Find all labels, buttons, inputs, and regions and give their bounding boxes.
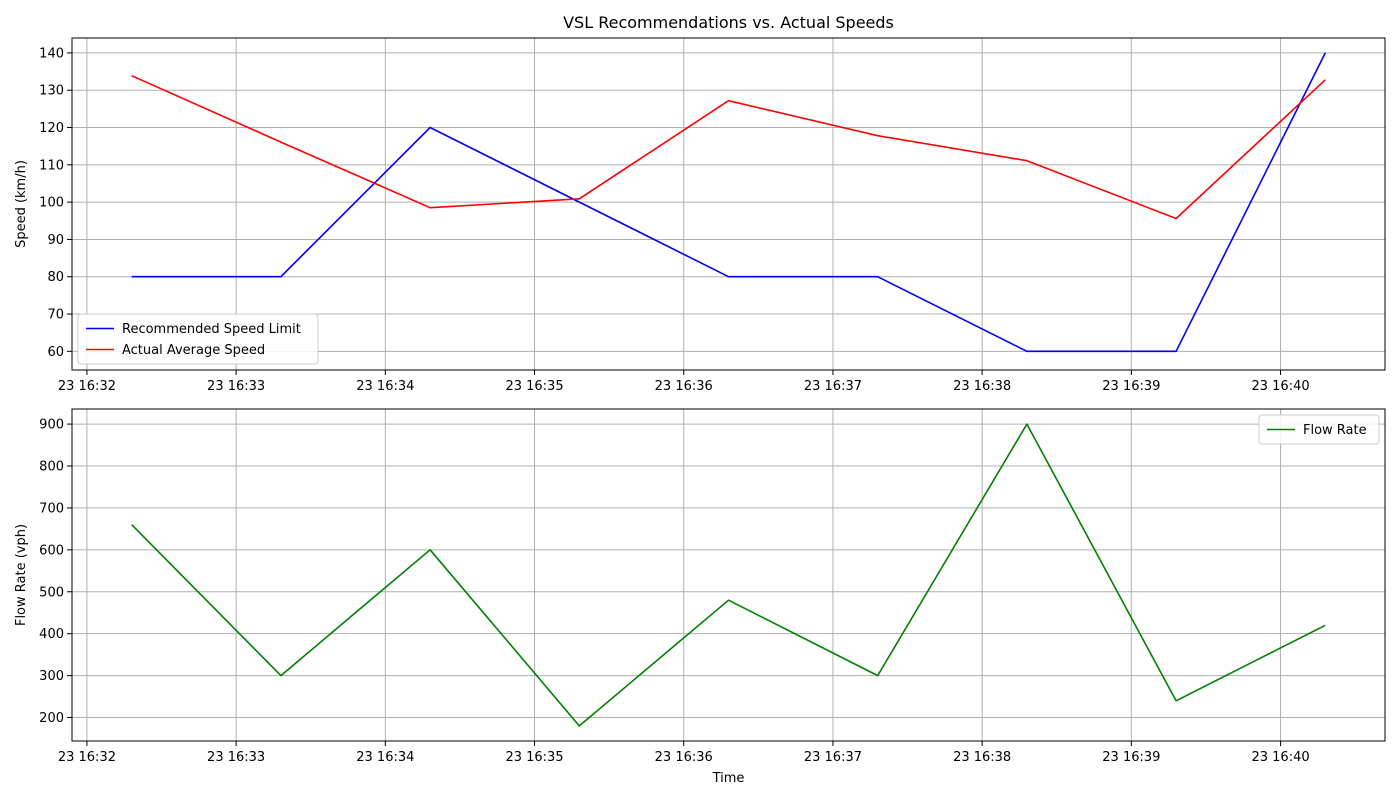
legend: Recommended Speed Limit Actual Average Sp… (77, 313, 319, 365)
y-tick-label: 600 (39, 543, 64, 558)
y-tick-label: 140 (39, 46, 64, 61)
x-tick-label: 23 16:37 (804, 750, 862, 765)
y-tick-label: 400 (39, 627, 64, 642)
chart-title: VSL Recommendations vs. Actual Speeds (563, 13, 894, 32)
y-tick-label: 900 (39, 418, 64, 433)
x-tick-label: 23 16:39 (1102, 750, 1160, 765)
x-tick-label: 23 16:34 (356, 379, 414, 394)
y-tick-label: 300 (39, 669, 64, 684)
x-tick-label: 23 16:39 (1102, 379, 1160, 394)
speed-chart-panel: 23 16:32 23 16:33 23 16:34 23 16:35 23 16:36… (14, 13, 1386, 394)
plot-frame (71, 408, 1386, 742)
legend-label-2: Actual Average Speed (122, 343, 265, 358)
y-tick-label: 500 (39, 585, 64, 600)
x-tick-label: 23 16:32 (58, 379, 116, 394)
y-tick-label: 100 (39, 196, 64, 211)
x-tick-label: 23 16:33 (207, 750, 265, 765)
x-tick-label: 23 16:37 (804, 379, 862, 394)
y-axis-label: Speed (km/h) (14, 160, 29, 248)
series-line-1 (131, 423, 1326, 727)
y-tick-label: 130 (39, 84, 64, 99)
y-tick-label: 80 (47, 270, 64, 285)
y-tick-label: 700 (39, 501, 64, 516)
legend-box (1258, 414, 1380, 445)
x-tick-label: 23 16:35 (505, 379, 563, 394)
x-tick-label: 23 16:40 (1251, 750, 1309, 765)
y-tick-label: 120 (39, 121, 64, 136)
x-tick-label: 23 16:40 (1251, 379, 1309, 394)
x-tick-label: 23 16:36 (655, 379, 713, 394)
legend-label-1: Recommended Speed Limit (122, 322, 301, 337)
y-axis-label: Flow Rate (vph) (14, 524, 29, 626)
y-tick-label: 90 (47, 233, 64, 248)
series-line-1 (131, 52, 1327, 353)
y-tick-label: 200 (39, 711, 64, 726)
x-tick-label: 23 16:38 (953, 750, 1011, 765)
x-tick-label: 23 16:33 (207, 379, 265, 394)
x-tick-label: 23 16:32 (58, 750, 116, 765)
y-tick-label: 70 (47, 308, 64, 323)
y-tick-label: 110 (39, 158, 64, 173)
legend-label-1: Flow Rate (1303, 423, 1367, 438)
legend-box (77, 313, 319, 365)
x-tick-label: 23 16:35 (505, 750, 563, 765)
legend: Flow Rate (1258, 414, 1380, 445)
y-tick-label: 60 (47, 345, 64, 360)
x-tick-label: 23 16:34 (356, 750, 414, 765)
x-tick-label: 23 16:36 (655, 750, 713, 765)
series-line-2 (131, 74, 1326, 220)
x-axis-label: Time (712, 771, 745, 786)
y-tick-label: 800 (39, 460, 64, 475)
x-tick-label: 23 16:38 (953, 379, 1011, 394)
flow-chart-panel: 23 16:32 23 16:33 23 16:34 23 16:35 23 16:36… (14, 408, 1386, 786)
plot-frame (71, 37, 1386, 371)
